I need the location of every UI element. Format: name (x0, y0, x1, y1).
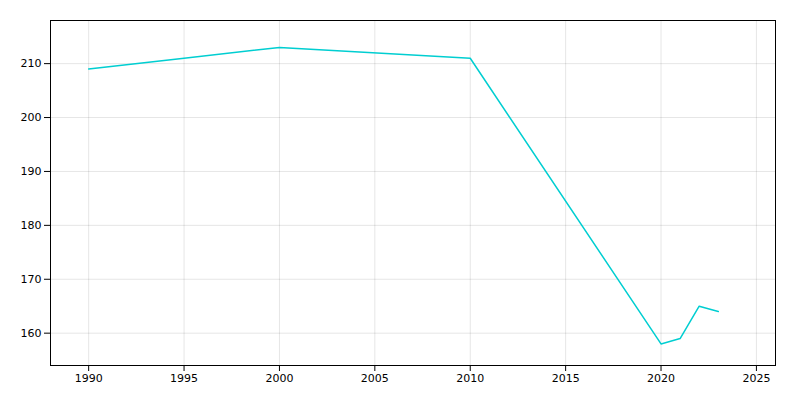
svg-text:160: 160 (21, 327, 42, 340)
svg-text:170: 170 (21, 273, 42, 286)
svg-text:2020: 2020 (647, 372, 675, 385)
svg-text:2025: 2025 (742, 372, 770, 385)
svg-text:1990: 1990 (75, 372, 103, 385)
svg-text:200: 200 (21, 111, 42, 124)
svg-text:190: 190 (21, 165, 42, 178)
svg-text:1995: 1995 (170, 372, 198, 385)
svg-text:2015: 2015 (552, 372, 580, 385)
svg-text:2005: 2005 (361, 372, 389, 385)
svg-text:180: 180 (21, 219, 42, 232)
svg-text:2010: 2010 (456, 372, 484, 385)
svg-text:2000: 2000 (265, 372, 293, 385)
svg-text:210: 210 (21, 57, 42, 70)
